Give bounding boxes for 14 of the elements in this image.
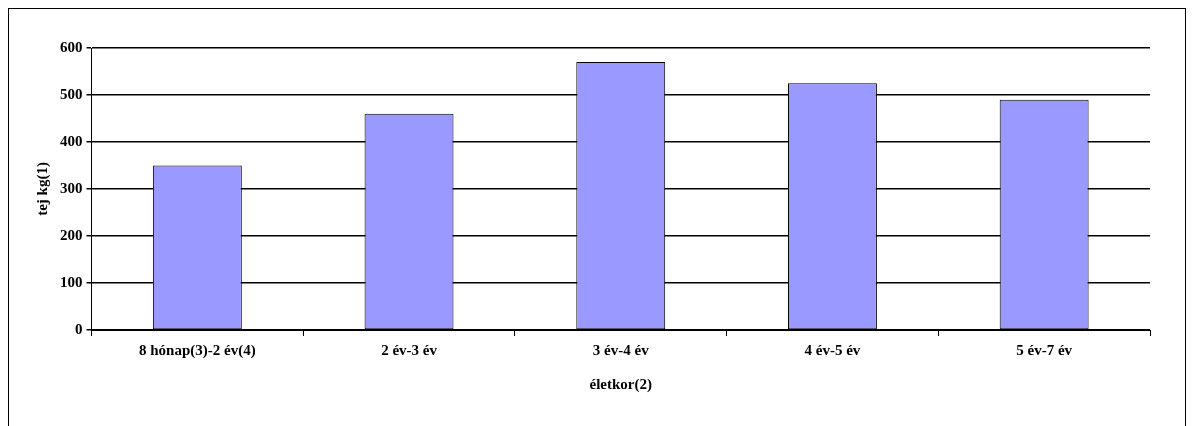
y-tick-label: 400 bbox=[60, 132, 83, 149]
y-tick-label: 600 bbox=[60, 38, 83, 55]
y-tick-label: 100 bbox=[60, 273, 83, 290]
y-tick-label: 500 bbox=[60, 85, 83, 102]
y-tick-label: 300 bbox=[60, 179, 83, 196]
x-tick-label: 5 év-7 év bbox=[1016, 341, 1073, 358]
x-tick-label: 4 év-5 év bbox=[804, 341, 861, 358]
y-axis-title: tej kg(1) bbox=[33, 162, 51, 216]
x-tick-label: 3 év-4 év bbox=[592, 341, 650, 358]
y-tick-label: 0 bbox=[75, 320, 83, 337]
y-tick-label: 200 bbox=[60, 226, 83, 243]
x-tick-label: 2 év-3 év bbox=[381, 341, 438, 358]
x-axis-title: életkor(2) bbox=[589, 375, 652, 393]
x-tick-label: 8 hónap(3)-2 év(4) bbox=[139, 341, 256, 359]
